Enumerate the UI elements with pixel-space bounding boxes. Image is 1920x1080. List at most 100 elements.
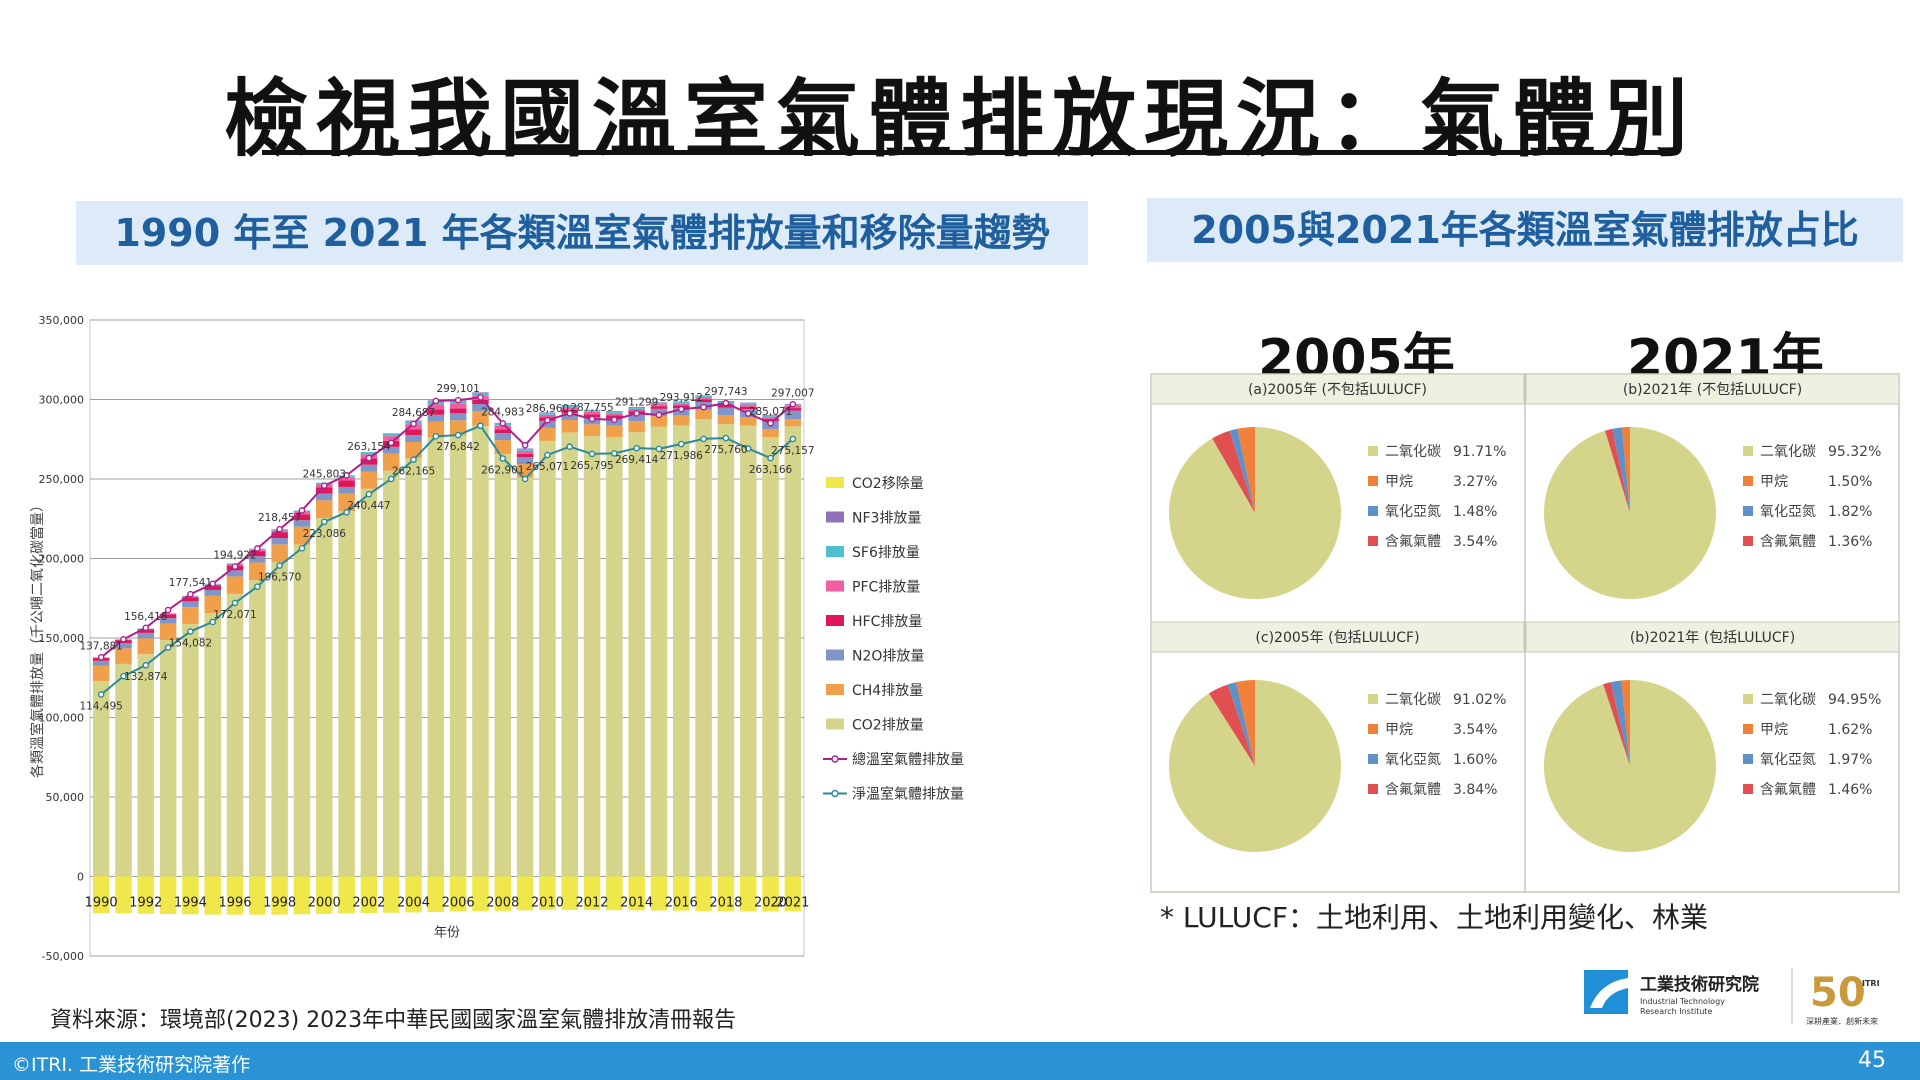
bar-segment-n2o xyxy=(293,520,311,527)
bar-segment-co2 xyxy=(226,593,244,877)
pie-legend-swatch-pie_fgas xyxy=(1368,536,1378,546)
bar-segment-hfc xyxy=(472,399,489,405)
pie-slice-pie_ch4 xyxy=(1621,680,1630,766)
bar-segment-nf3 xyxy=(695,395,712,397)
total-data-label: 218,457 xyxy=(258,512,301,524)
legend-label-hfc: HFC排放量 xyxy=(852,614,922,630)
pie-slice-pie_co2 xyxy=(1168,680,1341,852)
bar-segment-co2 xyxy=(449,435,467,877)
pie-legend-swatch-pie_ch4 xyxy=(1368,476,1378,486)
bar-segment-removal xyxy=(249,876,266,915)
bar-segment-pfc xyxy=(583,411,601,415)
pie-slice-pie_ch4 xyxy=(1236,680,1255,766)
pie-legend-label: 含氟氣體 xyxy=(1385,782,1441,798)
bar-segment-pfc xyxy=(561,407,578,410)
line-point-total_line xyxy=(700,403,707,411)
bar-segment-removal xyxy=(784,876,802,912)
legend-label-n2o: N2O排放量 xyxy=(852,649,924,665)
bar-segment-removal xyxy=(137,876,155,914)
bar-segment-hfc xyxy=(494,429,512,434)
bar-segment-sf6 xyxy=(606,411,623,414)
anniversary-slogan: 深耕產業．創新未來 xyxy=(1806,1016,1878,1026)
bar-segment-n2o xyxy=(472,404,489,412)
bar-segment-nf3 xyxy=(739,402,757,404)
bar-segment-sf6 xyxy=(695,396,712,398)
pie-slice-pie_n2o xyxy=(1612,427,1630,513)
pie-legend-label: 含氟氣體 xyxy=(1760,782,1816,798)
line-point-net_line xyxy=(611,450,618,457)
bar-segment-removal xyxy=(316,876,333,914)
x-tick-label: 1994 xyxy=(174,896,207,911)
bar-segment-removal xyxy=(628,876,645,911)
net-data-label: 265,071 xyxy=(526,461,569,473)
line-point-total_line xyxy=(477,394,484,401)
pie-legend-swatch-pie_ch4 xyxy=(1743,476,1753,486)
net-data-label: 263,166 xyxy=(749,464,793,476)
bar-segment-ch4 xyxy=(717,415,735,425)
pie-legend-swatch-pie_fgas xyxy=(1743,536,1753,546)
x-tick-label: 1992 xyxy=(129,896,162,911)
emissions-trend-chart: 350,000 300,000 250,000 200,000 150,000 100,0… xyxy=(29,314,964,963)
total-data-label: 137,881 xyxy=(79,640,122,652)
bar-segment-hfc xyxy=(159,614,177,619)
bar-segment-removal xyxy=(204,876,221,915)
title-underline xyxy=(262,150,1668,155)
pie-legend-swatch-pie_co2 xyxy=(1743,446,1753,456)
bar-segment-sf6 xyxy=(539,412,556,415)
line-point-total_line xyxy=(365,454,373,462)
right-section-heading: 2005與2021年各類溫室氣體排放占比 xyxy=(1147,198,1903,262)
y-tick-label: 350,000 xyxy=(39,314,85,327)
x-tick-label: 2006 xyxy=(442,896,475,911)
bar-segment-ch4 xyxy=(338,493,355,512)
line-point-net_line xyxy=(365,490,373,498)
itri-logo-name: 工業技術研究院 xyxy=(1640,974,1759,995)
bar-segment-n2o xyxy=(226,570,244,577)
bar-segment-removal xyxy=(516,876,534,911)
line-point-net_line xyxy=(722,434,730,442)
bar-segment-ch4 xyxy=(695,409,712,420)
x-tick-label: 2020 xyxy=(754,896,787,911)
total-data-label: 194,922 xyxy=(213,550,256,562)
pie-legend-value: 1.82% xyxy=(1828,504,1872,520)
bar-segment-hfc xyxy=(360,458,378,465)
series-line-net_line xyxy=(100,424,794,696)
line-point-total_line xyxy=(655,411,663,419)
line-point-total_line xyxy=(209,580,217,588)
bar-segment-n2o xyxy=(115,643,132,649)
line-point-net_line xyxy=(187,628,194,635)
bar-segment-n2o xyxy=(249,556,266,563)
bar-segment-ch4 xyxy=(427,421,445,438)
bar-segment-sf6 xyxy=(159,613,177,614)
bar-segment-sf6 xyxy=(673,401,690,404)
pie-legend-label: 甲烷 xyxy=(1385,474,1413,490)
y-tick-label: 100,000 xyxy=(39,712,85,725)
x-tick-label: 2008 xyxy=(486,896,519,911)
line-point-total_line xyxy=(588,415,596,423)
bar-segment-n2o xyxy=(271,538,288,545)
x-tick-label: 2002 xyxy=(352,896,385,911)
y-tick-label: 250,000 xyxy=(39,473,85,486)
line-point-net_line xyxy=(320,518,328,526)
bar-segment-hfc xyxy=(249,551,266,557)
bar-segment-nf3 xyxy=(539,412,556,413)
bar-segment-removal xyxy=(115,876,132,914)
legend-swatch-ch4 xyxy=(826,684,844,695)
pie-legend-value: 95.32% xyxy=(1828,444,1881,460)
total-data-label: 263,154 xyxy=(347,441,391,453)
bar-segment-ch4 xyxy=(316,500,333,518)
legend-swatch-co2 xyxy=(826,718,844,730)
bar-segment-co2 xyxy=(293,544,311,877)
bar-segment-removal xyxy=(449,876,467,912)
net-data-label: 271,986 xyxy=(660,450,704,462)
pie-panel-title: (a)2005年 (不包括LULUCF) xyxy=(1248,382,1427,398)
bar-segment-nf3 xyxy=(472,392,489,393)
bar-segment-pfc xyxy=(606,413,623,416)
bar-segment-removal xyxy=(360,876,378,914)
bar-segment-sf6 xyxy=(360,452,378,455)
line-point-total_line xyxy=(789,400,797,408)
anniversary-50-mark: 50 xyxy=(1810,970,1866,1016)
pie-legend-swatch-pie_fgas xyxy=(1743,784,1753,794)
bar-segment-co2 xyxy=(405,458,422,877)
bar-segment-co2 xyxy=(159,640,177,877)
legend-label-sf6: SF6排放量 xyxy=(852,545,920,561)
